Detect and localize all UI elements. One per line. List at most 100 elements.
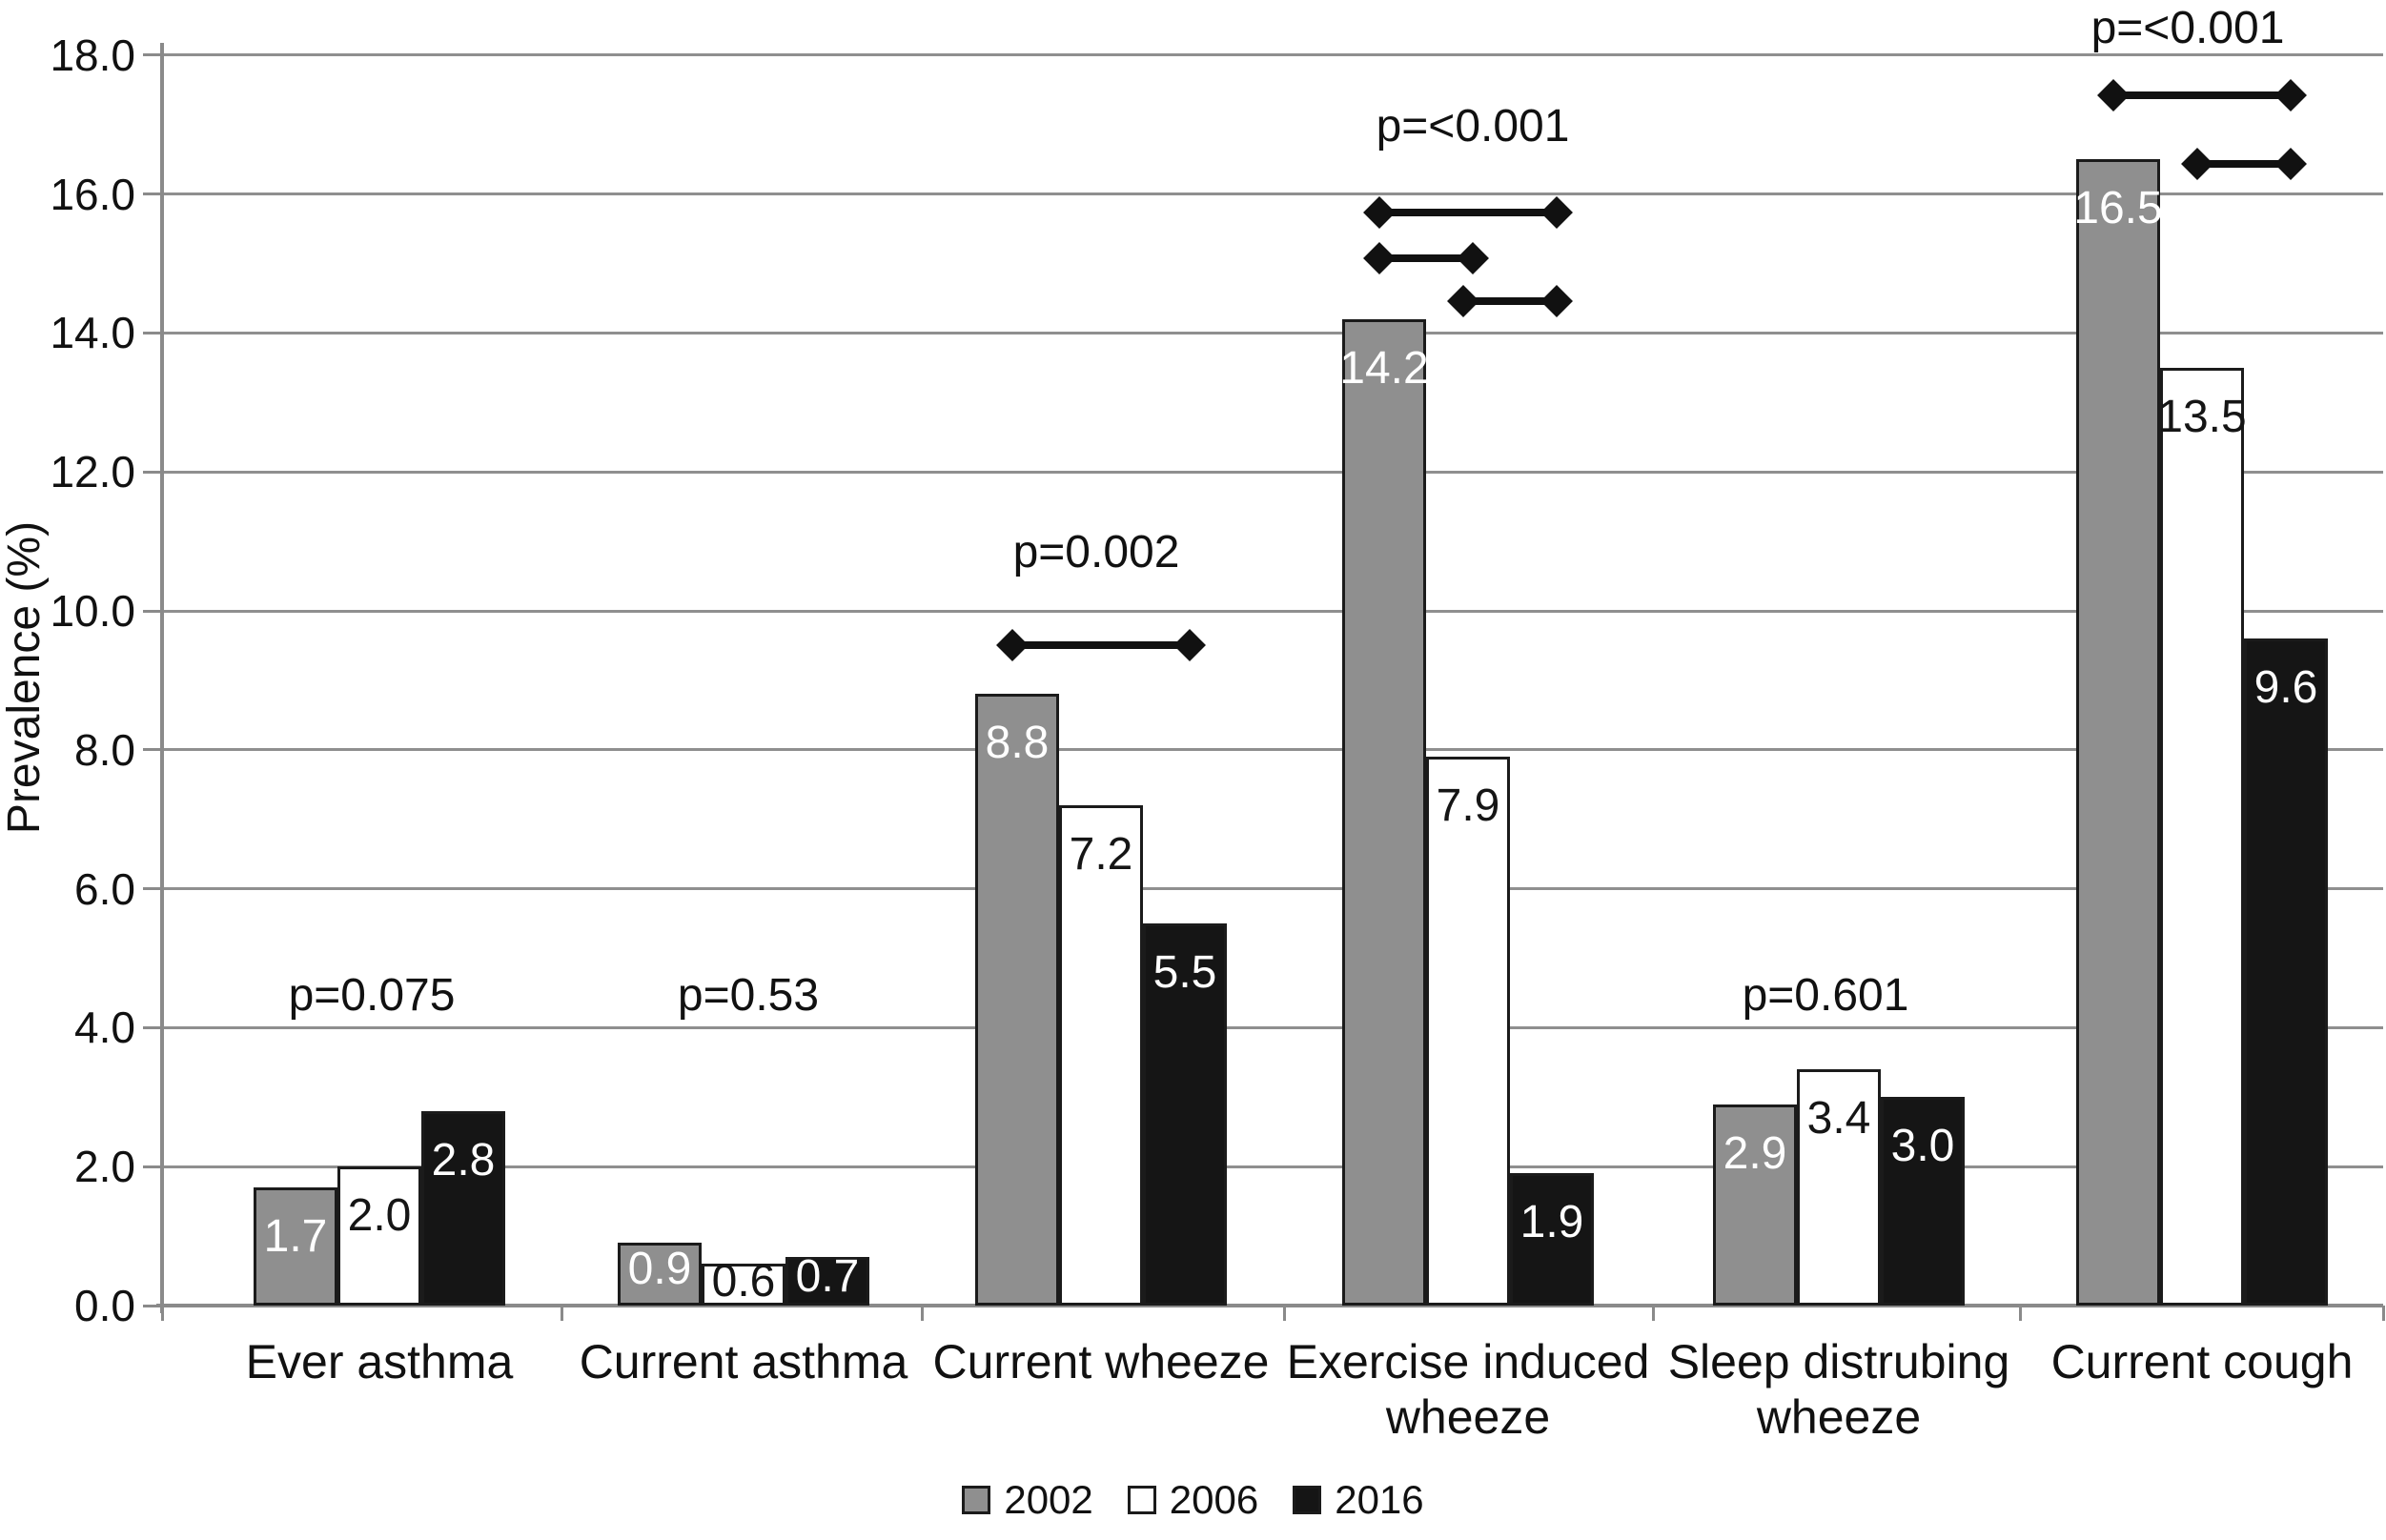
gridline-10 — [162, 609, 2383, 613]
bar-2006-current-wheeze — [1059, 805, 1143, 1306]
x-axis-label-current-wheeze: Current wheeze — [932, 1335, 1270, 1388]
bar-2016-current-cough — [2244, 638, 2328, 1306]
bar-2002-exercise-induced-wheeze — [1342, 318, 1426, 1306]
bar-value-label: 0.9 — [627, 1243, 692, 1294]
arrow-line — [1463, 296, 1557, 305]
significance-arrow-5 — [2097, 79, 2307, 112]
gridline-14 — [162, 331, 2383, 334]
legend-item-2002: 2002 — [962, 1477, 1093, 1522]
y-tick-label: 14.0 — [50, 308, 135, 358]
bar-value-label: 14.2 — [1339, 342, 1429, 394]
arrowhead-right-icon — [1540, 196, 1573, 230]
p-value-label-4: p=<0.001 — [1376, 100, 1570, 152]
y-tick-label: 0.0 — [74, 1281, 135, 1330]
arrow-line — [1012, 640, 1190, 649]
legend-item-2016: 2016 — [1293, 1477, 1424, 1522]
bar-2002-sleep-distrubing-wheeze — [1713, 1104, 1797, 1306]
y-tick-0.0 — [143, 1304, 160, 1307]
gridline-8 — [162, 748, 2383, 752]
bar-value-label: 3.0 — [1890, 1121, 1955, 1172]
legend-swatch-2002 — [962, 1486, 991, 1514]
arrow-line — [2113, 91, 2291, 100]
p-value-label-2: p=0.53 — [677, 969, 820, 1021]
arrow-line — [1379, 254, 1473, 263]
arrow-line — [1379, 209, 1557, 217]
x-axis-label-current-cough: Current cough — [2050, 1335, 2354, 1388]
bar-value-label: 1.9 — [1519, 1197, 1584, 1248]
arrowhead-left-icon — [1363, 242, 1396, 275]
y-tick-label: 18.0 — [50, 30, 135, 80]
y-tick-label: 6.0 — [74, 863, 135, 914]
y-tick-10.0 — [143, 609, 160, 613]
bar-2006-current-cough — [2160, 367, 2244, 1306]
bar-2016-current-wheeze — [1143, 923, 1227, 1306]
bar-value-label: 9.6 — [2253, 662, 2318, 714]
significance-arrow-2 — [1363, 196, 1573, 230]
gridline-16 — [162, 192, 2383, 196]
bar-value-label: 8.8 — [985, 718, 1050, 769]
y-tick-8.0 — [143, 748, 160, 752]
y-axis-line — [160, 43, 164, 1313]
bar-value-label: 2.0 — [347, 1190, 412, 1242]
arrowhead-left-icon — [1447, 284, 1479, 317]
y-tick-label: 10.0 — [50, 586, 135, 636]
bar-2006-exercise-induced-wheeze — [1426, 757, 1510, 1306]
bar-2006-current-asthma — [702, 1264, 785, 1306]
bar-value-label: 0.7 — [795, 1251, 860, 1303]
y-tick-label: 16.0 — [50, 169, 135, 219]
bar-value-label: 2.9 — [1723, 1127, 1787, 1179]
x-tick-2 — [920, 1306, 924, 1321]
gridline-4 — [162, 1025, 2383, 1029]
bar-value-label: 13.5 — [2157, 391, 2247, 442]
arrow-line — [2197, 160, 2291, 169]
p-value-label-3: p=0.002 — [1012, 526, 1180, 578]
bar-value-label: 1.7 — [263, 1211, 328, 1263]
legend-label: 2016 — [1335, 1477, 1424, 1522]
y-tick-label: 8.0 — [74, 724, 135, 775]
x-axis-label-ever-asthma: Ever asthma — [245, 1335, 514, 1388]
significance-arrow-3 — [1363, 242, 1489, 275]
x-tick-3 — [1282, 1306, 1286, 1321]
x-tick-0 — [160, 1306, 164, 1321]
legend-label: 2002 — [1004, 1477, 1093, 1522]
y-tick-18.0 — [143, 53, 160, 57]
bar-value-label: 3.4 — [1806, 1093, 1871, 1145]
arrowhead-right-icon — [2274, 148, 2307, 181]
legend-swatch-2016 — [1293, 1486, 1322, 1514]
significance-arrow-6 — [2181, 148, 2307, 181]
x-axis-label-sleep-distrubing-wheeze: Sleep distrubing wheeze — [1667, 1335, 2010, 1444]
p-value-label-1: p=0.075 — [288, 969, 456, 1021]
y-tick-label: 12.0 — [50, 447, 135, 497]
legend-swatch-2006 — [1127, 1486, 1156, 1514]
p-value-label-5: p=0.601 — [1742, 969, 1909, 1021]
arrowhead-left-icon — [996, 628, 1029, 661]
bar-2002-current-cough — [2076, 159, 2160, 1306]
bar-value-label: 7.2 — [1069, 829, 1133, 881]
significance-arrow-4 — [1447, 284, 1573, 317]
y-tick-16.0 — [143, 192, 160, 196]
legend: 2002 2006 2016 — [0, 1466, 2386, 1534]
legend-item-2006: 2006 — [1127, 1477, 1259, 1522]
bar-value-label: 16.5 — [2073, 183, 2163, 234]
x-axis-line — [156, 1304, 2383, 1307]
legend-label: 2006 — [1169, 1477, 1259, 1522]
bar-value-label: 2.8 — [431, 1134, 496, 1185]
gridline-6 — [162, 887, 2383, 891]
y-tick-12.0 — [143, 470, 160, 474]
bar-2002-current-wheeze — [975, 694, 1059, 1306]
bar-2002-ever-asthma — [254, 1187, 337, 1306]
bar-value-label: 5.5 — [1152, 947, 1217, 999]
bar-2016-current-asthma — [785, 1256, 869, 1306]
bar-2016-sleep-distrubing-wheeze — [1881, 1097, 1965, 1306]
x-tick-4 — [1651, 1306, 1655, 1321]
y-tick-4.0 — [143, 1025, 160, 1029]
arrowhead-left-icon — [1363, 196, 1396, 230]
y-tick-6.0 — [143, 887, 160, 891]
bar-2002-current-asthma — [618, 1243, 702, 1306]
y-tick-label: 4.0 — [74, 1003, 135, 1053]
bar-value-label: 7.9 — [1436, 780, 1500, 832]
y-tick-14.0 — [143, 331, 160, 334]
bar-2006-ever-asthma — [337, 1166, 421, 1306]
